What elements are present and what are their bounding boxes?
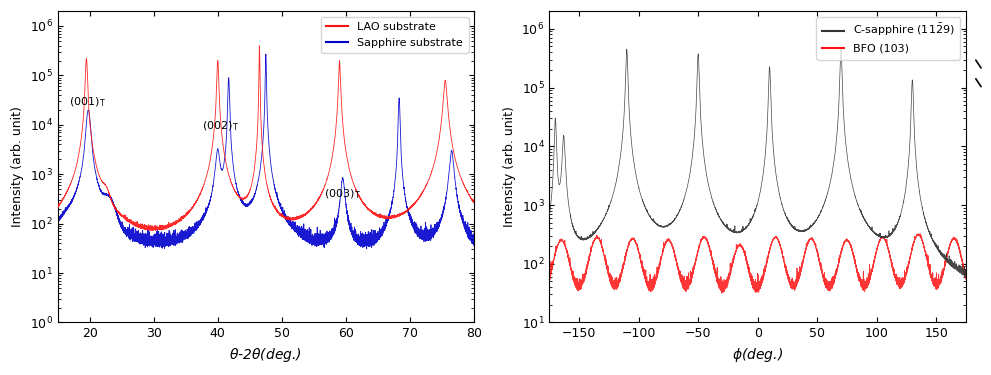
Y-axis label: Intensity (arb. unit): Intensity (arb. unit) (11, 106, 24, 227)
X-axis label: $\phi$(deg.): $\phi$(deg.) (732, 346, 783, 364)
Legend: C-sapphire (11$\bar{2}$9), BFO (103): C-sapphire (11$\bar{2}$9), BFO (103) (817, 16, 960, 60)
Text: $(002)_\mathrm{T}$: $(002)_\mathrm{T}$ (202, 120, 239, 134)
X-axis label: $\theta$-2$\theta$(deg.): $\theta$-2$\theta$(deg.) (230, 346, 302, 364)
Legend: LAO substrate, Sapphire substrate: LAO substrate, Sapphire substrate (320, 16, 469, 53)
Text: $(003)_\mathrm{T}$: $(003)_\mathrm{T}$ (323, 187, 361, 201)
Y-axis label: Intensity (arb. unit): Intensity (arb. unit) (503, 106, 516, 227)
Text: $(001)_\mathrm{T}$: $(001)_\mathrm{T}$ (69, 95, 106, 109)
